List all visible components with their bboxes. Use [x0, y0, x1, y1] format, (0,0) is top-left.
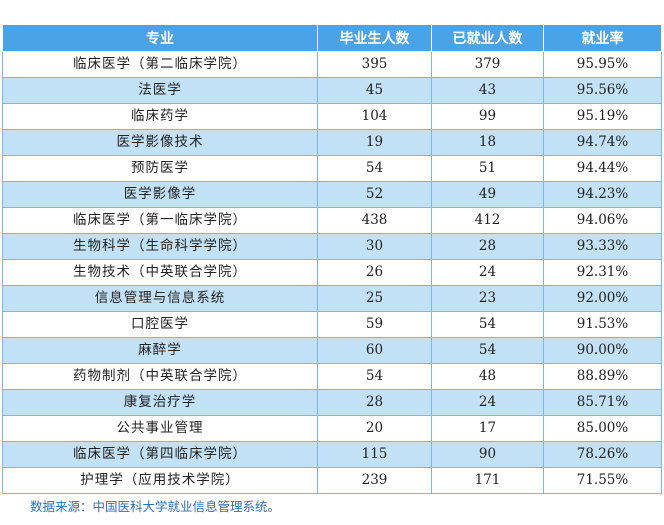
cell-rate: 78.26% — [543, 441, 662, 468]
cell-graduates: 25 — [317, 285, 432, 312]
cell-employed: 43 — [431, 77, 544, 104]
cell-employed: 54 — [431, 311, 544, 338]
cell-rate: 93.33% — [543, 233, 662, 260]
cell-major: 医学影像学 — [2, 181, 318, 208]
cell-rate: 95.56% — [543, 77, 662, 104]
header-major: 专业 — [2, 24, 318, 52]
cell-graduates: 438 — [317, 207, 432, 234]
cell-employed: 51 — [431, 155, 544, 182]
cell-graduates: 26 — [317, 259, 432, 286]
cell-rate: 92.31% — [543, 259, 662, 286]
cell-major: 护理学（应用技术学院） — [2, 467, 318, 494]
cell-major: 生物技术（中英联合学院） — [2, 259, 318, 286]
cell-employed: 48 — [431, 363, 544, 390]
cell-rate: 88.89% — [543, 363, 662, 390]
cell-graduates: 52 — [317, 181, 432, 208]
cell-employed: 379 — [431, 51, 544, 78]
cell-major: 医学影像技术 — [2, 129, 318, 156]
cell-rate: 94.06% — [543, 207, 662, 234]
cell-graduates: 115 — [317, 441, 432, 468]
employment-rate-table: 专业 毕业生人数 已就业人数 就业率 临床医学（第二临床学院） 395 379 95.… — [2, 24, 662, 494]
cell-rate: 94.44% — [543, 155, 662, 182]
cell-major: 口腔医学 — [2, 311, 318, 338]
cell-employed: 24 — [431, 389, 544, 416]
table-row: 临床医学（第四临床学院） 115 90 78.26% — [2, 441, 662, 468]
header-employed: 已就业人数 — [431, 24, 544, 52]
table-row: 临床医学（第二临床学院） 395 379 95.95% — [2, 51, 662, 78]
cell-employed: 90 — [431, 441, 544, 468]
cell-graduates: 104 — [317, 103, 432, 130]
cell-employed: 28 — [431, 233, 544, 260]
cell-employed: 412 — [431, 207, 544, 234]
cell-major: 信息管理与信息系统 — [2, 285, 318, 312]
cell-major: 预防医学 — [2, 155, 318, 182]
cell-rate: 85.71% — [543, 389, 662, 416]
header-graduates: 毕业生人数 — [317, 24, 432, 52]
cell-rate: 92.00% — [543, 285, 662, 312]
header-rate: 就业率 — [543, 24, 662, 52]
table-row: 康复治疗学 28 24 85.71% — [2, 389, 662, 416]
cell-employed: 49 — [431, 181, 544, 208]
table-row: 医学影像学 52 49 94.23% — [2, 181, 662, 208]
cell-rate: 95.19% — [543, 103, 662, 130]
cell-major: 临床药学 — [2, 103, 318, 130]
cell-employed: 17 — [431, 415, 544, 442]
cell-rate: 95.95% — [543, 51, 662, 78]
cell-employed: 99 — [431, 103, 544, 130]
table-row: 麻醉学 60 54 90.00% — [2, 337, 662, 364]
cell-employed: 171 — [431, 467, 544, 494]
cell-employed: 18 — [431, 129, 544, 156]
source-note: 数据来源：中国医科大学就业信息管理系统。 — [30, 499, 281, 514]
table-row: 信息管理与信息系统 25 23 92.00% — [2, 285, 662, 312]
table-row: 护理学（应用技术学院） 239 171 71.55% — [2, 467, 662, 494]
cell-graduates: 239 — [317, 467, 432, 494]
cell-major: 康复治疗学 — [2, 389, 318, 416]
cell-major: 临床医学（第四临床学院） — [2, 441, 318, 468]
cell-rate: 71.55% — [543, 467, 662, 494]
table-row: 生物科学（生命科学学院） 30 28 93.33% — [2, 233, 662, 260]
table-caption — [0, 0, 664, 8]
cell-graduates: 54 — [317, 363, 432, 390]
cell-major: 法医学 — [2, 77, 318, 104]
cell-employed: 23 — [431, 285, 544, 312]
table-row: 临床药学 104 99 95.19% — [2, 103, 662, 130]
table-row: 预防医学 54 51 94.44% — [2, 155, 662, 182]
cell-rate: 90.00% — [543, 337, 662, 364]
cell-graduates: 28 — [317, 389, 432, 416]
table-body: 临床医学（第二临床学院） 395 379 95.95% 法医学 45 43 95.56% 临床药… — [2, 51, 662, 494]
cell-graduates: 395 — [317, 51, 432, 78]
cell-graduates: 19 — [317, 129, 432, 156]
table-row: 临床医学（第一临床学院） 438 412 94.06% — [2, 207, 662, 234]
cell-rate: 94.23% — [543, 181, 662, 208]
header-row: 专业 毕业生人数 已就业人数 就业率 — [2, 24, 662, 52]
cell-rate: 91.53% — [543, 311, 662, 338]
table-row: 公共事业管理 20 17 85.00% — [2, 415, 662, 442]
cell-rate: 94.74% — [543, 129, 662, 156]
cell-employed: 24 — [431, 259, 544, 286]
cell-major: 药物制剂（中英联合学院） — [2, 363, 318, 390]
cell-major: 生物科学（生命科学学院） — [2, 233, 318, 260]
cell-graduates: 20 — [317, 415, 432, 442]
cell-major: 临床医学（第二临床学院） — [2, 51, 318, 78]
table-row: 生物技术（中英联合学院） 26 24 92.31% — [2, 259, 662, 286]
cell-major: 临床医学（第一临床学院） — [2, 207, 318, 234]
cell-employed: 54 — [431, 337, 544, 364]
cell-graduates: 30 — [317, 233, 432, 260]
table-row: 医学影像技术 19 18 94.74% — [2, 129, 662, 156]
cell-graduates: 45 — [317, 77, 432, 104]
cell-rate: 85.00% — [543, 415, 662, 442]
cell-major: 公共事业管理 — [2, 415, 318, 442]
cell-graduates: 54 — [317, 155, 432, 182]
cell-graduates: 60 — [317, 337, 432, 364]
table-row: 法医学 45 43 95.56% — [2, 77, 662, 104]
cell-major: 麻醉学 — [2, 337, 318, 364]
cell-graduates: 59 — [317, 311, 432, 338]
table-row: 药物制剂（中英联合学院） 54 48 88.89% — [2, 363, 662, 390]
table-row: 口腔医学 59 54 91.53% — [2, 311, 662, 338]
